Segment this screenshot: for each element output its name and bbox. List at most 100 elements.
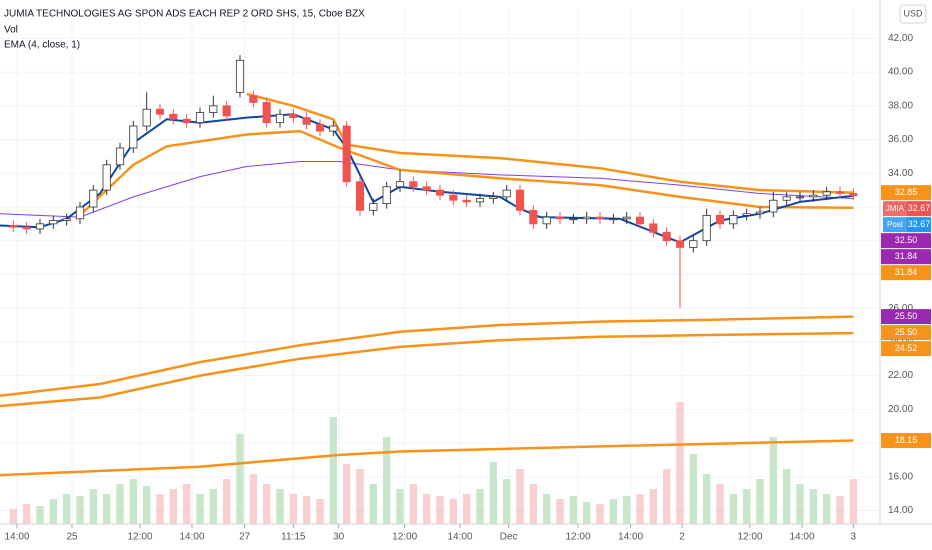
volume-label: Vol [4, 25, 18, 36]
x-tick-label: 3 [851, 532, 857, 543]
volume-bar [556, 499, 564, 524]
candle-body [62, 218, 71, 221]
price-tag [907, 217, 931, 233]
y-tick-label: 42.00 [888, 33, 913, 44]
volume-bar [103, 494, 111, 524]
volume-bar [809, 489, 817, 524]
candle-body [142, 108, 151, 127]
volume-bar [636, 494, 644, 524]
x-tick-label: 14:00 [789, 532, 814, 543]
price-tag-label: 32.85 [895, 187, 918, 197]
volume-bar [489, 462, 497, 524]
x-tick-label: 12:00 [127, 532, 152, 543]
candle-body [489, 196, 498, 199]
indicator-label: EMA (4, close, 1) [4, 40, 80, 51]
volume-bar [609, 499, 617, 524]
candle-body [382, 186, 391, 205]
volume-bar [183, 484, 191, 524]
volume-bar [356, 469, 364, 524]
volume-bar [516, 469, 524, 524]
volume-bar [329, 417, 337, 524]
candle-body [395, 181, 405, 188]
candle-body [22, 226, 31, 230]
indicator-line [0, 331, 854, 408]
candle-body [769, 199, 778, 213]
volume-bar [276, 489, 284, 524]
candle-body [742, 213, 751, 216]
x-tick-label: 14:00 [447, 532, 472, 543]
currency-badge[interactable] [899, 4, 927, 24]
price-tag [881, 265, 931, 281]
y-tick-label: 22.00 [888, 370, 913, 381]
volume-bar [849, 479, 857, 524]
candle-body [622, 216, 631, 220]
volume-bar [209, 489, 217, 524]
volume-bar [436, 496, 444, 524]
volume-bar [476, 489, 484, 524]
price-tag-label: 31.84 [895, 251, 918, 261]
candle-body [35, 223, 45, 230]
volume-bar [529, 484, 537, 524]
volume-bar [383, 437, 391, 524]
volume-bar [236, 434, 244, 524]
volume-bar [289, 494, 297, 524]
x-tick-label: 2 [679, 532, 685, 543]
indicator-line [246, 92, 854, 194]
volume-bar [503, 479, 511, 524]
volume-bar [689, 454, 697, 524]
candle-body [275, 113, 285, 124]
candle-body [502, 189, 511, 198]
price-tag-label: 18.15 [895, 435, 918, 445]
candle-body [169, 113, 178, 120]
candle-body [729, 215, 738, 225]
y-tick-label: 36.00 [888, 134, 913, 145]
x-tick-label: 30 [333, 532, 345, 543]
volume-bar [543, 494, 551, 524]
volume-bar [36, 506, 44, 524]
indicator-line [79, 129, 854, 217]
candle-body [675, 240, 685, 248]
volume-bar [463, 494, 471, 524]
volume-bar [396, 489, 404, 524]
price-tag-label: 24.52 [895, 343, 918, 353]
volume-bar [223, 479, 231, 524]
volume-bar [823, 494, 831, 524]
x-tick-label: 14:00 [179, 532, 204, 543]
volume-bar [369, 484, 377, 524]
indicator-line [0, 439, 854, 477]
volume-bar [263, 484, 271, 524]
price-tag-label: 32.50 [895, 235, 918, 245]
candle-body [209, 105, 218, 113]
candle-body [155, 108, 165, 115]
volume-bar [596, 504, 604, 524]
tag-name-box [883, 217, 907, 233]
candle-body [409, 181, 418, 188]
candle-body [49, 220, 58, 225]
price-tag [881, 185, 931, 201]
candle-body [129, 125, 138, 149]
volume-bar [316, 499, 324, 524]
candle-body [555, 216, 565, 220]
x-tick-label: 11:15 [281, 532, 306, 543]
y-tick-label: 34.00 [888, 168, 913, 179]
candle-body [795, 196, 805, 199]
tag-name: JMIA [886, 204, 905, 213]
price-tag-label: 32.67 [908, 203, 931, 213]
volume-bar [743, 489, 751, 524]
candle-body [702, 215, 711, 242]
y-tick-label: 16.00 [888, 471, 913, 482]
currency[interactable]: USD [903, 8, 923, 18]
candle-body [195, 112, 205, 124]
candle-body [809, 194, 818, 198]
candle-body [302, 117, 311, 125]
volume-bar [409, 484, 417, 524]
x-tick-label: Dec [500, 532, 518, 543]
candle-body [849, 193, 858, 197]
volume-bar [196, 494, 204, 524]
volume-bar [423, 494, 431, 524]
candle-body [595, 216, 605, 220]
candle-body [9, 225, 18, 228]
volume-bar [343, 464, 351, 524]
price-tag [881, 309, 931, 325]
